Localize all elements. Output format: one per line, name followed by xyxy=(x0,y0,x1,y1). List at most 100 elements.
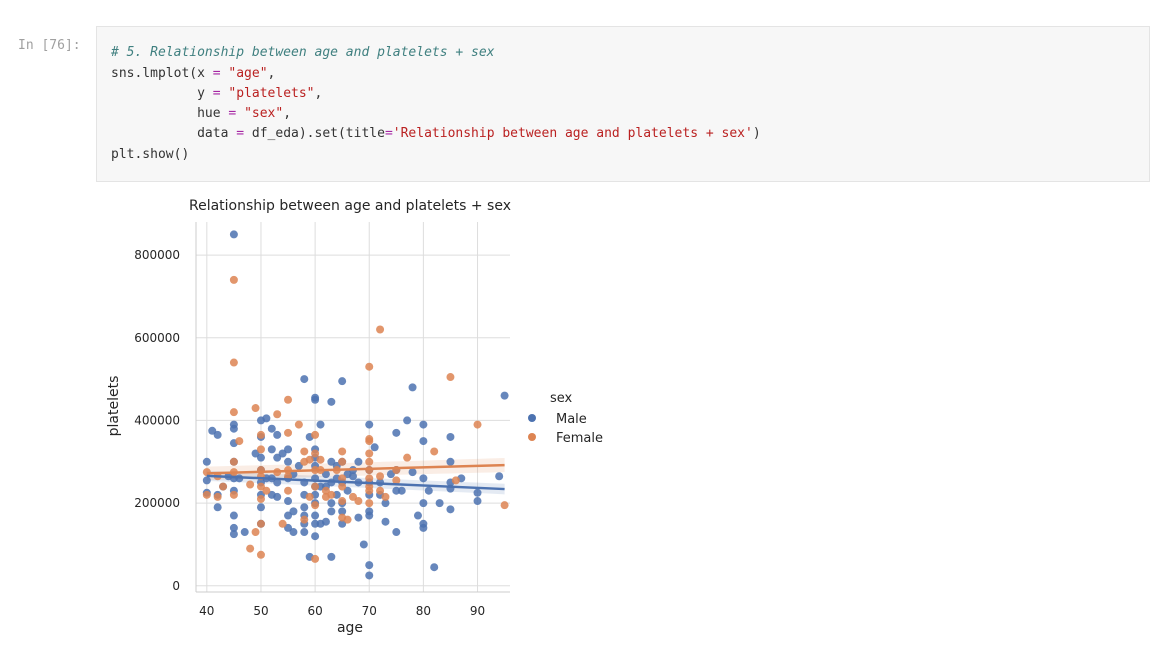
male-data-point xyxy=(392,528,401,537)
male-data-point xyxy=(316,420,325,429)
male-data-point xyxy=(392,428,401,437)
male-data-point xyxy=(294,461,303,470)
legend-male-marker xyxy=(528,414,536,422)
male-data-point xyxy=(213,503,222,512)
male-data-point xyxy=(365,561,374,570)
female-data-point xyxy=(365,499,374,508)
axes xyxy=(195,222,510,593)
legend: sex Male Female xyxy=(528,391,603,446)
cell-prompt: In [76]: xyxy=(18,38,81,53)
male-data-point xyxy=(256,453,265,462)
x-tick-label: 70 xyxy=(362,604,377,618)
female-data-point xyxy=(294,420,303,429)
male-regression-line xyxy=(206,474,505,491)
code-operator: = xyxy=(228,106,237,121)
female-data-point xyxy=(256,519,265,528)
male-data-point xyxy=(473,497,482,506)
female-data-point xyxy=(305,455,314,464)
code-operator: = xyxy=(212,66,221,81)
male-data-point xyxy=(256,503,265,512)
female-data-point xyxy=(256,430,265,439)
female-data-point xyxy=(381,492,390,501)
male-data-point xyxy=(359,540,368,549)
male-data-point xyxy=(267,424,276,433)
code-string: "sex" xyxy=(244,106,284,121)
male-data-point xyxy=(343,486,352,495)
female-data-point xyxy=(365,486,374,495)
y-tick-label: 400000 xyxy=(134,413,180,427)
female-data-point xyxy=(262,486,271,495)
male-data-point xyxy=(311,511,320,520)
male-data-point xyxy=(289,507,298,516)
male-data-point xyxy=(273,492,282,501)
male-data-point xyxy=(419,499,428,508)
male-data-point xyxy=(413,511,422,520)
female-data-point xyxy=(284,486,293,495)
female-data-point xyxy=(251,528,260,537)
male-data-point xyxy=(251,449,260,458)
y-tick-label: 200000 xyxy=(134,496,180,510)
female-data-point xyxy=(338,482,347,491)
male-data-point xyxy=(278,449,287,458)
female-data-point xyxy=(338,474,347,483)
female-data-point xyxy=(500,501,509,510)
female-data-point xyxy=(376,486,385,495)
male-data-point xyxy=(284,523,293,532)
male-data-point xyxy=(419,474,428,483)
female-data-point xyxy=(311,501,320,510)
male-data-point xyxy=(202,476,211,485)
female-data-point xyxy=(278,519,287,528)
code-token: y xyxy=(111,86,213,101)
female-data-point xyxy=(365,457,374,466)
code-token: df_eda).set(title xyxy=(244,126,385,141)
male-data-point xyxy=(354,513,363,522)
female-data-point xyxy=(256,494,265,503)
female-data-point xyxy=(229,408,238,417)
male-data-point xyxy=(500,391,509,400)
female-data-point xyxy=(305,492,314,501)
legend-female-label: Female xyxy=(556,431,603,446)
code-token xyxy=(236,106,244,121)
female-data-point xyxy=(316,455,325,464)
female-data-point xyxy=(202,490,211,499)
male-data-point xyxy=(208,426,217,435)
male-data-point xyxy=(240,528,249,537)
female-data-point xyxy=(284,428,293,437)
code-cell[interactable]: # 5. Relationship between age and platel… xyxy=(96,26,1150,182)
male-data-point xyxy=(229,530,238,539)
female-data-point xyxy=(338,497,347,506)
lmplot-chart: 40 50 60 70 80 90 0 200000 400000 600000 800000 Re… xyxy=(106,198,603,636)
male-data-point xyxy=(300,375,309,384)
female-data-point xyxy=(376,325,385,334)
female-data-point xyxy=(213,492,222,501)
female-data-point xyxy=(246,480,255,489)
code-line-2: sns.lmplot(x = "age", xyxy=(111,66,275,86)
female-data-point xyxy=(235,437,244,446)
female-data-point xyxy=(343,515,352,524)
male-data-point xyxy=(273,478,282,487)
male-data-point xyxy=(446,432,455,441)
female-data-point xyxy=(311,449,320,458)
y-tick-label: 0 xyxy=(172,579,180,593)
female-data-point xyxy=(365,474,374,483)
male-data-point xyxy=(365,511,374,520)
male-data-point xyxy=(284,457,293,466)
male-data-point xyxy=(408,383,417,392)
female-data-point xyxy=(219,482,228,491)
male-data-point xyxy=(495,472,504,481)
female-data-point xyxy=(300,515,309,524)
code-string: 'Relationship between age and platelets … xyxy=(392,126,753,141)
male-data-point xyxy=(273,453,282,462)
cell-output: 40 50 60 70 80 90 0 200000 400000 600000 800000 Re… xyxy=(96,188,656,648)
code-token: , xyxy=(267,66,276,81)
female-data-point xyxy=(446,373,455,382)
chart-title: Relationship between age and platelets +… xyxy=(189,198,511,214)
y-axis-label: platelets xyxy=(106,376,122,437)
code-line-4: hue = "sex", xyxy=(111,106,291,126)
female-data-point xyxy=(246,544,255,553)
male-data-point xyxy=(365,420,374,429)
code-token: plt.show() xyxy=(111,147,190,162)
male-data-point xyxy=(381,499,390,508)
male-data-point xyxy=(229,511,238,520)
legend-male-label: Male xyxy=(556,412,587,427)
